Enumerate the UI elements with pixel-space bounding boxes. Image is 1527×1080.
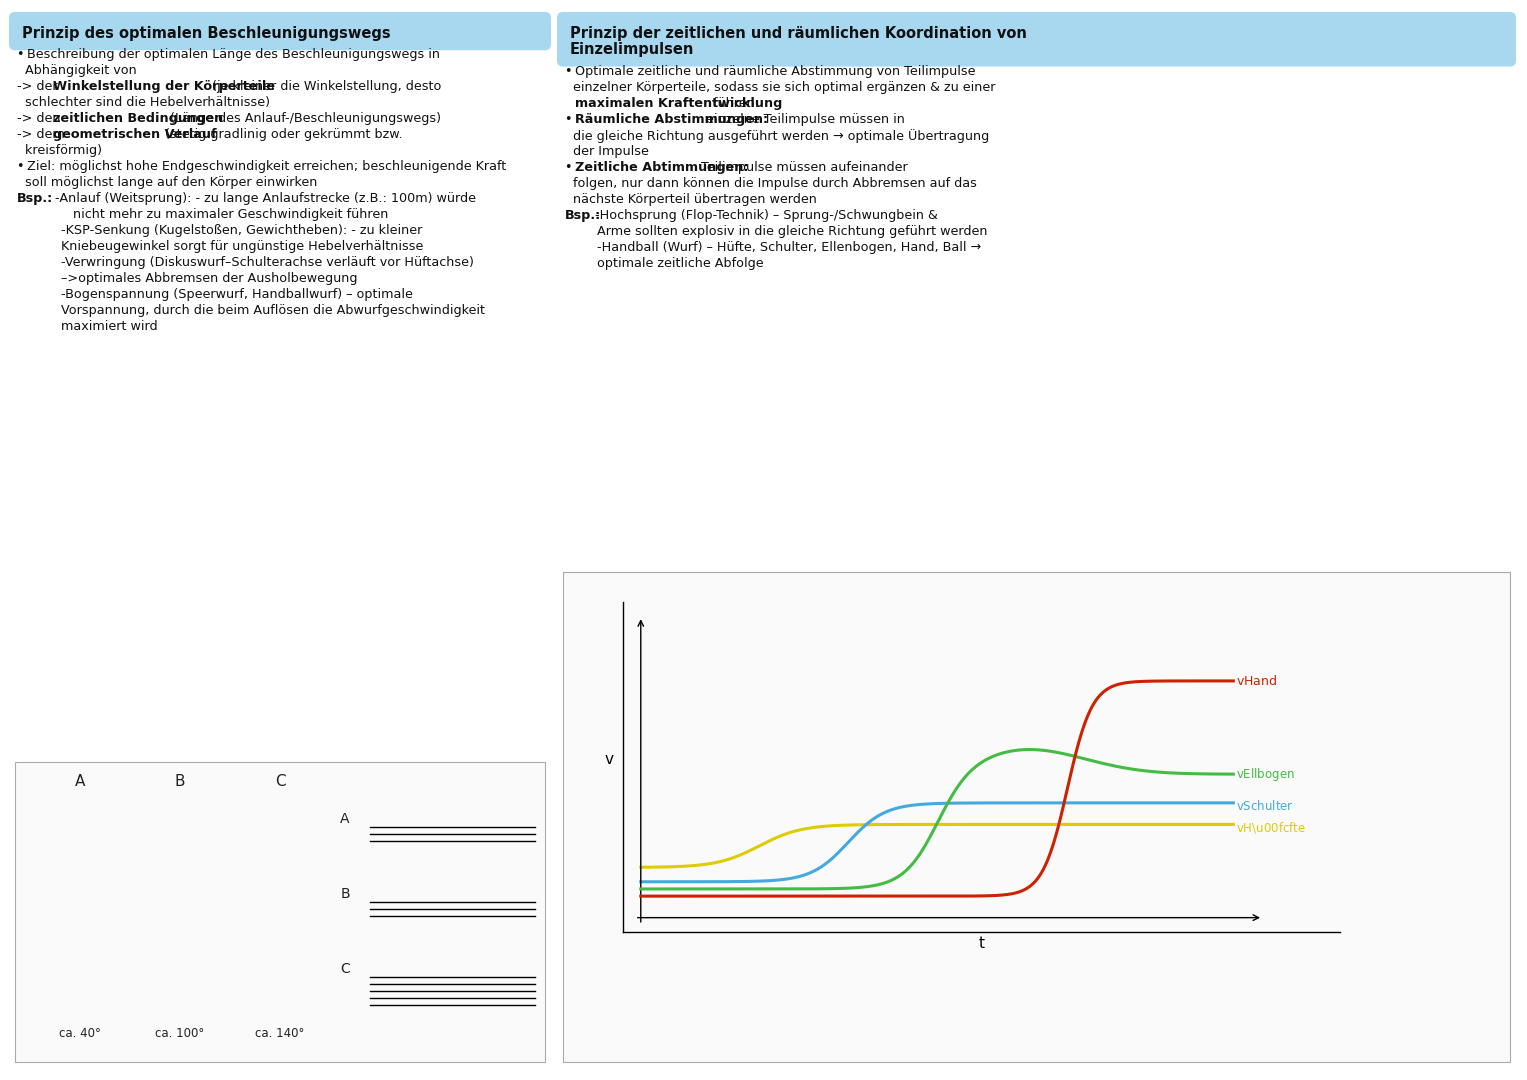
- Text: einzelner Körperteile, sodass sie sich optimal ergänzen & zu einer: einzelner Körperteile, sodass sie sich o…: [565, 81, 996, 94]
- Text: maximiert wird: maximiert wird: [17, 321, 157, 334]
- Text: $\mathregular{v}$Schulter: $\mathregular{v}$Schulter: [1237, 799, 1293, 813]
- Text: führen.: führen.: [709, 96, 759, 109]
- Text: einzelne Teilimpulse müssen in: einzelne Teilimpulse müssen in: [693, 112, 904, 125]
- Text: B: B: [341, 887, 350, 901]
- Text: •: •: [565, 161, 577, 174]
- Text: -Handball (Wurf) – Hüfte, Schulter, Ellenbogen, Hand, Ball →: -Handball (Wurf) – Hüfte, Schulter, Elle…: [565, 241, 982, 254]
- Text: –>optimales Abbremsen der Ausholbewegung: –>optimales Abbremsen der Ausholbewegung: [17, 272, 357, 285]
- Text: ca. 40°: ca. 40°: [60, 1027, 101, 1040]
- Text: Teilimpulse müssen aufeinander: Teilimpulse müssen aufeinander: [689, 161, 907, 174]
- Text: Abhängigkeit von: Abhängigkeit von: [17, 65, 137, 78]
- Text: der Impulse: der Impulse: [565, 145, 649, 158]
- FancyBboxPatch shape: [9, 12, 551, 51]
- Text: •: •: [17, 160, 29, 173]
- Text: •: •: [565, 65, 577, 78]
- Text: C: C: [275, 774, 286, 789]
- Text: Bsp.:: Bsp.:: [565, 208, 602, 221]
- X-axis label: t: t: [979, 936, 985, 951]
- Text: -> der: -> der: [17, 80, 61, 93]
- Y-axis label: v: v: [605, 752, 614, 767]
- Text: optimale zeitliche Abfolge: optimale zeitliche Abfolge: [565, 257, 764, 270]
- Text: •: •: [17, 49, 29, 62]
- Text: Prinzip der zeitlichen und räumlichen Koordination von: Prinzip der zeitlichen und räumlichen Ko…: [570, 26, 1026, 41]
- Text: Bsp.:: Bsp.:: [17, 192, 53, 205]
- Text: A: A: [75, 774, 86, 789]
- Text: kreisförmig): kreisförmig): [17, 145, 102, 158]
- Text: -Hochsprung (Flop-Technik) – Sprung-/Schwungbein &: -Hochsprung (Flop-Technik) – Sprung-/Sch…: [591, 208, 938, 221]
- Text: -Verwringung (Diskuswurf–Schulterachse verläuft vor Hüftachse): -Verwringung (Diskuswurf–Schulterachse v…: [17, 256, 473, 269]
- Text: die gleiche Richtung ausgeführt werden → optimale Übertragung: die gleiche Richtung ausgeführt werden →…: [565, 129, 989, 143]
- Text: ca. 100°: ca. 100°: [156, 1027, 205, 1040]
- Text: -Bogenspannung (Speerwurf, Handballwurf) – optimale: -Bogenspannung (Speerwurf, Handballwurf)…: [17, 288, 412, 301]
- Text: B: B: [174, 774, 185, 789]
- Text: (stetig gradlinig oder gekrümmt bzw.: (stetig gradlinig oder gekrümmt bzw.: [162, 129, 403, 141]
- Text: A: A: [341, 812, 350, 826]
- Text: Optimale zeitliche und räumliche Abstimmung von Teilimpulse: Optimale zeitliche und räumliche Abstimm…: [576, 65, 976, 78]
- Text: Winkelstellung der Körperteile: Winkelstellung der Körperteile: [53, 80, 275, 93]
- Text: Zeitliche Abtimmungen:: Zeitliche Abtimmungen:: [576, 161, 748, 174]
- Text: (je kleiner die Winkelstellung, desto: (je kleiner die Winkelstellung, desto: [208, 80, 441, 93]
- Text: (Länge des Anlauf-/Beschleunigungswegs): (Länge des Anlauf-/Beschleunigungswegs): [166, 112, 441, 125]
- Text: Prinzip des optimalen Beschleunigungswegs: Prinzip des optimalen Beschleunigungsweg…: [21, 26, 391, 41]
- Text: nächste Körperteil übertragen werden: nächste Körperteil übertragen werden: [565, 192, 817, 205]
- Text: -> dem: -> dem: [17, 129, 69, 141]
- Text: nicht mehr zu maximaler Geschwindigkeit führen: nicht mehr zu maximaler Geschwindigkeit …: [17, 208, 388, 221]
- Text: $\mathregular{v}$Hand: $\mathregular{v}$Hand: [1237, 674, 1278, 688]
- Text: -Anlauf (Weitsprung): - zu lange Anlaufstrecke (z.B.: 100m) würde: -Anlauf (Weitsprung): - zu lange Anlaufs…: [43, 192, 476, 205]
- FancyBboxPatch shape: [557, 12, 1516, 67]
- Text: zeitlichen Bedingungen: zeitlichen Bedingungen: [53, 112, 223, 125]
- Text: Räumliche Abstimmungen:: Räumliche Abstimmungen:: [576, 112, 768, 125]
- Bar: [15, 762, 545, 1062]
- Text: Ziel: möglichst hohe Endgeschwindigkeit erreichen; beschleunigende Kraft: Ziel: möglichst hohe Endgeschwindigkeit …: [27, 160, 507, 173]
- Bar: [563, 572, 1510, 1062]
- Text: folgen, nur dann können die Impulse durch Abbremsen auf das: folgen, nur dann können die Impulse durc…: [565, 176, 977, 190]
- Text: •: •: [565, 112, 577, 125]
- Text: schlechter sind die Hebelverhältnisse): schlechter sind die Hebelverhältnisse): [17, 96, 270, 109]
- Text: soll möglichst lange auf den Körper einwirken: soll möglichst lange auf den Körper einw…: [17, 176, 318, 189]
- Text: maximalen Kraftentwicklung: maximalen Kraftentwicklung: [576, 96, 783, 109]
- Text: ca. 140°: ca. 140°: [255, 1027, 305, 1040]
- Text: Vorspannung, durch die beim Auflösen die Abwurfgeschwindigkeit: Vorspannung, durch die beim Auflösen die…: [17, 305, 486, 318]
- Text: -KSP-Senkung (Kugelstoßen, Gewichtheben): - zu kleiner: -KSP-Senkung (Kugelstoßen, Gewichtheben)…: [17, 225, 423, 238]
- Text: -> den: -> den: [17, 112, 64, 125]
- Text: geometrischen Verlauf: geometrischen Verlauf: [53, 129, 217, 141]
- Text: Arme sollten explosiv in die gleiche Richtung geführt werden: Arme sollten explosiv in die gleiche Ric…: [565, 225, 988, 238]
- Text: $\mathregular{v}$Ellbogen: $\mathregular{v}$Ellbogen: [1237, 766, 1295, 783]
- Text: Kniebeugewinkel sorgt für ungünstige Hebelverhältnisse: Kniebeugewinkel sorgt für ungünstige Heb…: [17, 240, 423, 254]
- Text: Beschreibung der optimalen Länge des Beschleunigungswegs in: Beschreibung der optimalen Länge des Bes…: [27, 49, 440, 62]
- Text: C: C: [341, 962, 350, 976]
- Text: $\mathregular{v}$H\u00fcfte: $\mathregular{v}$H\u00fcfte: [1237, 821, 1307, 836]
- Text: Einzelimpulsen: Einzelimpulsen: [570, 42, 695, 57]
